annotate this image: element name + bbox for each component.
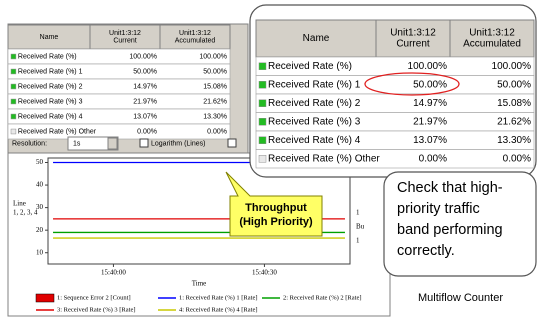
- log-checkbox[interactable]: [140, 139, 148, 147]
- cell-value: 100.00%: [199, 53, 227, 60]
- cell-value: 15.08%: [203, 83, 227, 90]
- column-header: Accumulated: [175, 38, 216, 45]
- cell-value: 0.00%: [207, 128, 227, 135]
- footer-label: Multiflow Counter: [418, 292, 503, 304]
- y-tick-label: 10: [36, 248, 44, 256]
- legend-label: 4: Received Rate (%) 4 [Rate]: [179, 306, 258, 313]
- row-name: Received Rate (%) 1: [18, 68, 83, 75]
- cell-value: 15.08%: [497, 98, 531, 109]
- y-axis-label: Line: [13, 200, 26, 208]
- column-header: Current: [396, 39, 430, 50]
- y-tick-label: 40: [36, 181, 44, 189]
- resolution-label: Resolution:: [12, 140, 47, 147]
- status-marker: [259, 155, 266, 162]
- cell-value: 50.00%: [203, 68, 227, 75]
- cell-value: 13.07%: [413, 135, 447, 146]
- status-marker: [11, 69, 16, 74]
- legend-label: 1: Received Rate (%) 1 [Rate]: [179, 294, 258, 301]
- status-marker: [11, 84, 16, 89]
- row-name: Received Rate (%): [268, 61, 352, 72]
- x-axis-label: Time: [192, 280, 207, 288]
- cell-value: 50.00%: [497, 79, 531, 90]
- row-name: Received Rate (%) 4: [268, 135, 361, 146]
- row-name: Received Rate (%) 4: [18, 113, 83, 120]
- legend-label: 2: Received Rate (%) 2 [Rate]: [283, 294, 362, 301]
- y-tick-label: 50: [36, 158, 44, 166]
- status-marker: [11, 54, 16, 59]
- cell-value: 21.97%: [413, 116, 447, 127]
- log-checkbox-label: Logarithm (Lines): [151, 140, 205, 147]
- cell-value: 50.00%: [133, 68, 157, 75]
- row-name: Received Rate (%): [18, 53, 77, 60]
- column-header: Accumulated: [463, 39, 521, 50]
- cell-value: 21.62%: [203, 98, 227, 105]
- column-header: Name: [40, 34, 59, 41]
- y2-axis-label: 1: [356, 237, 360, 245]
- page: NameUnit1:3:12CurrentUnit1:3:12Accumulat…: [0, 0, 538, 318]
- status-marker: [259, 81, 266, 88]
- status-marker: [11, 99, 16, 104]
- note-text: correctly.: [397, 243, 455, 259]
- status-marker: [259, 118, 266, 125]
- column-header: Unit1:3:12: [109, 30, 141, 37]
- left-table: NameUnit1:3:12CurrentUnit1:3:12Accumulat…: [8, 25, 230, 139]
- column-header: Unit1:3:12: [390, 28, 436, 39]
- cell-value: 100.00%: [492, 61, 532, 72]
- status-marker: [259, 137, 266, 144]
- cell-value: 100.00%: [408, 61, 448, 72]
- cell-value: 50.00%: [413, 79, 447, 90]
- dropdown-button[interactable]: [108, 138, 117, 149]
- cell-value: 100.00%: [129, 53, 157, 60]
- cell-value: 14.97%: [413, 98, 447, 109]
- cell-value: 13.30%: [203, 113, 227, 120]
- cell-value: 13.07%: [133, 113, 157, 120]
- row-name: Received Rate (%) 3: [18, 98, 83, 105]
- column-header: Current: [113, 38, 136, 45]
- cell-value: 0.00%: [137, 128, 157, 135]
- note-text: band performing: [397, 222, 503, 238]
- status-marker: [11, 129, 16, 134]
- note-text: priority traffic: [397, 201, 480, 217]
- status-marker: [11, 114, 16, 119]
- legend-label: 3: Received Rate (%) 3 [Rate]: [57, 306, 136, 313]
- column-header: Name: [303, 33, 330, 44]
- column-header: Unit1:3:12: [179, 30, 211, 37]
- row-name: Received Rate (%) Other: [268, 153, 380, 164]
- cell-value: 21.97%: [133, 98, 157, 105]
- x-tick-label: 15:40:00: [101, 269, 126, 277]
- cell-value: 14.97%: [133, 83, 157, 90]
- cell-value: 13.30%: [497, 135, 531, 146]
- note: Check that high-priority traffic band per…: [384, 172, 536, 276]
- column-header: Unit1:3:12: [469, 28, 515, 39]
- status-marker: [259, 100, 266, 107]
- legend-label: 1: Sequence Error 2 [Count]: [57, 294, 131, 301]
- callout-text: Throughput: [245, 202, 307, 214]
- note-text: Check that high-: [397, 180, 503, 196]
- row-name: Received Rate (%) Other: [18, 128, 97, 135]
- row-name: Received Rate (%) 3: [268, 116, 361, 127]
- y-axis-label: 1, 2, 3, 4: [13, 209, 38, 217]
- cell-value: 21.62%: [497, 116, 531, 127]
- row-name: Received Rate (%) 2: [268, 98, 361, 109]
- y2-axis-label: 1: [356, 209, 360, 217]
- row-name: Received Rate (%) 2: [18, 83, 83, 90]
- row-name: Received Rate (%) 1: [268, 79, 361, 90]
- y2-axis-label: Bu: [356, 223, 365, 231]
- legend-swatch: [36, 294, 54, 302]
- cell-value: 0.00%: [419, 153, 447, 164]
- y-tick-label: 20: [36, 226, 44, 234]
- screenshot: NameUnit1:3:12CurrentUnit1:3:12Accumulat…: [0, 0, 538, 318]
- callout-text: (High Priority): [239, 216, 313, 228]
- resolution-value: 1s: [73, 140, 81, 147]
- status-marker: [259, 63, 266, 70]
- cell-value: 0.00%: [503, 153, 531, 164]
- x-tick-label: 15:40:30: [252, 269, 277, 277]
- checkbox[interactable]: [228, 139, 236, 147]
